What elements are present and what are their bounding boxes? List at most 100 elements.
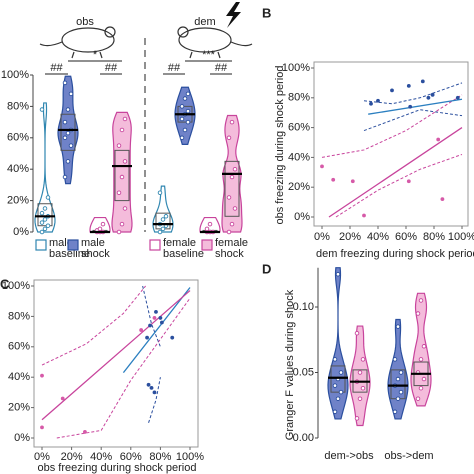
x-tick-label: 100% xyxy=(176,451,204,463)
y-tick-label: 40% xyxy=(288,151,310,163)
violin xyxy=(349,325,371,427)
fit-line xyxy=(328,127,463,218)
point xyxy=(146,382,151,387)
point xyxy=(116,229,122,235)
confidence-band xyxy=(148,377,161,423)
y-tick-label: 60% xyxy=(7,132,29,144)
point xyxy=(159,320,164,325)
mouse-dem xyxy=(177,26,253,59)
y-tick-label: 0% xyxy=(294,211,310,223)
point xyxy=(418,357,424,362)
point xyxy=(119,127,125,133)
violin xyxy=(89,216,111,233)
point xyxy=(97,226,103,232)
point xyxy=(331,177,336,182)
y-tick-label: 0% xyxy=(13,226,29,238)
x-tick-label: 60% xyxy=(120,451,142,463)
confidence-band xyxy=(363,82,463,105)
violin xyxy=(152,185,174,233)
point xyxy=(83,430,87,434)
y-tick-label: 0.05 xyxy=(293,366,314,378)
point xyxy=(406,179,411,184)
point xyxy=(42,226,48,232)
point xyxy=(421,344,427,349)
point xyxy=(62,119,68,125)
fit-line xyxy=(368,98,463,115)
point xyxy=(185,119,191,125)
point xyxy=(45,195,51,200)
point xyxy=(160,226,166,232)
fit-line xyxy=(41,290,191,421)
box xyxy=(60,113,76,151)
point xyxy=(116,143,122,148)
sig-label: *** xyxy=(202,49,216,61)
y-tick-label: 20% xyxy=(8,402,30,414)
point xyxy=(157,229,163,235)
point xyxy=(39,210,45,216)
point xyxy=(406,83,411,88)
point xyxy=(392,409,398,415)
point xyxy=(226,229,232,235)
point xyxy=(354,330,360,336)
y-tick-label: 0% xyxy=(14,432,30,444)
panel-letter: C xyxy=(0,276,10,291)
point xyxy=(440,197,445,202)
point xyxy=(335,396,341,401)
group-label: dem xyxy=(194,16,215,28)
x-tick-label: 0% xyxy=(314,231,330,243)
y-tick-label: 0.00 xyxy=(293,432,314,444)
point xyxy=(39,229,45,235)
point xyxy=(65,159,71,164)
y-axis-label: Granger F values during shock xyxy=(284,289,296,440)
y-tick-label: 80% xyxy=(8,310,30,322)
point xyxy=(154,309,158,314)
point xyxy=(185,108,191,114)
legend-swatch xyxy=(35,239,47,251)
point xyxy=(229,174,235,180)
x-axis-label: obs freezing during shock period xyxy=(38,462,197,474)
y-tick-label: 60% xyxy=(288,122,310,134)
violin xyxy=(387,318,409,420)
point xyxy=(204,226,210,232)
legend-swatch xyxy=(149,239,161,251)
point xyxy=(229,221,235,227)
point xyxy=(42,206,48,211)
point xyxy=(119,174,125,180)
legend-item: female shock xyxy=(215,238,248,260)
point xyxy=(42,217,48,222)
point xyxy=(39,220,45,225)
y-tick-label: 100% xyxy=(1,69,29,81)
violin xyxy=(34,102,56,233)
point xyxy=(182,127,188,133)
y-tick-label: 20% xyxy=(7,195,29,207)
point xyxy=(207,221,213,227)
point xyxy=(157,190,163,195)
y-tick-label: 0.10 xyxy=(293,301,314,313)
point xyxy=(418,385,424,391)
point xyxy=(60,396,65,401)
point xyxy=(354,416,360,421)
legend-item: male shock xyxy=(81,238,110,260)
point xyxy=(158,316,163,320)
point xyxy=(455,95,460,100)
sig-label: ## xyxy=(105,62,118,74)
x-tick-label: 20% xyxy=(339,231,361,243)
point xyxy=(369,101,373,106)
point xyxy=(145,335,149,340)
x-tick-label: 60% xyxy=(395,231,417,243)
legend-label: male baseline xyxy=(49,238,90,260)
point xyxy=(152,316,157,320)
point xyxy=(390,88,394,93)
confidence-band xyxy=(56,297,191,439)
y-tick-label: 100% xyxy=(2,280,30,292)
y-tick-label: 20% xyxy=(288,181,310,193)
x-tick-label: 40% xyxy=(90,451,112,463)
violin xyxy=(327,267,349,420)
point xyxy=(139,328,144,332)
point xyxy=(232,166,238,172)
violin xyxy=(111,111,133,233)
y-axis-label: obs freezing during shock period xyxy=(274,66,286,225)
point xyxy=(436,137,441,142)
point xyxy=(65,107,71,112)
